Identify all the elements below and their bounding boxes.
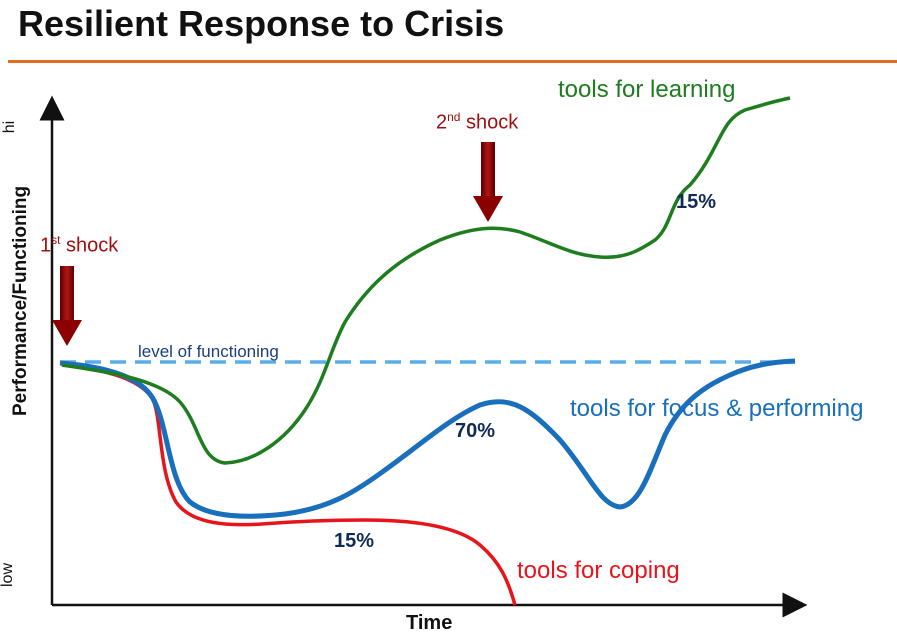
level-of-functioning-label: level of functioning <box>138 342 279 361</box>
y-axis-label: Performance/Functioning <box>10 185 31 416</box>
first-shock-text: shock <box>66 234 119 257</box>
learning-curve-label: tools for learning <box>558 76 736 103</box>
y-axis-hi-label: hi <box>1 120 19 134</box>
focus-performing-curve <box>59 358 796 519</box>
page-title: Resilient Response to Crisis <box>18 3 505 44</box>
first-shock-suffix: st <box>51 233 61 247</box>
coping-curve <box>61 363 517 606</box>
focus-performing-curve-label: tools for focus & performing <box>570 395 864 422</box>
coping-percent: 15% <box>334 530 375 552</box>
second-shock-text: shock <box>466 111 519 134</box>
title-divider <box>8 60 897 63</box>
y-axis-low-label: low <box>0 562 17 588</box>
coping-curve-label: tools for coping <box>517 557 680 584</box>
learning-curve <box>61 96 791 465</box>
first-shock-label: 1st shock <box>40 233 118 258</box>
second-shock-arrow <box>473 142 503 222</box>
first-shock-arrow <box>52 266 82 346</box>
first-shock-number: 1 <box>40 234 52 257</box>
x-axis-label: Time <box>406 612 453 634</box>
learning-percent: 15% <box>676 191 717 213</box>
focus-performing-percent: 70% <box>455 420 496 442</box>
second-shock-suffix: nd <box>447 110 461 124</box>
second-shock-number: 2 <box>436 111 448 134</box>
second-shock-label: 2nd shock <box>436 110 518 135</box>
